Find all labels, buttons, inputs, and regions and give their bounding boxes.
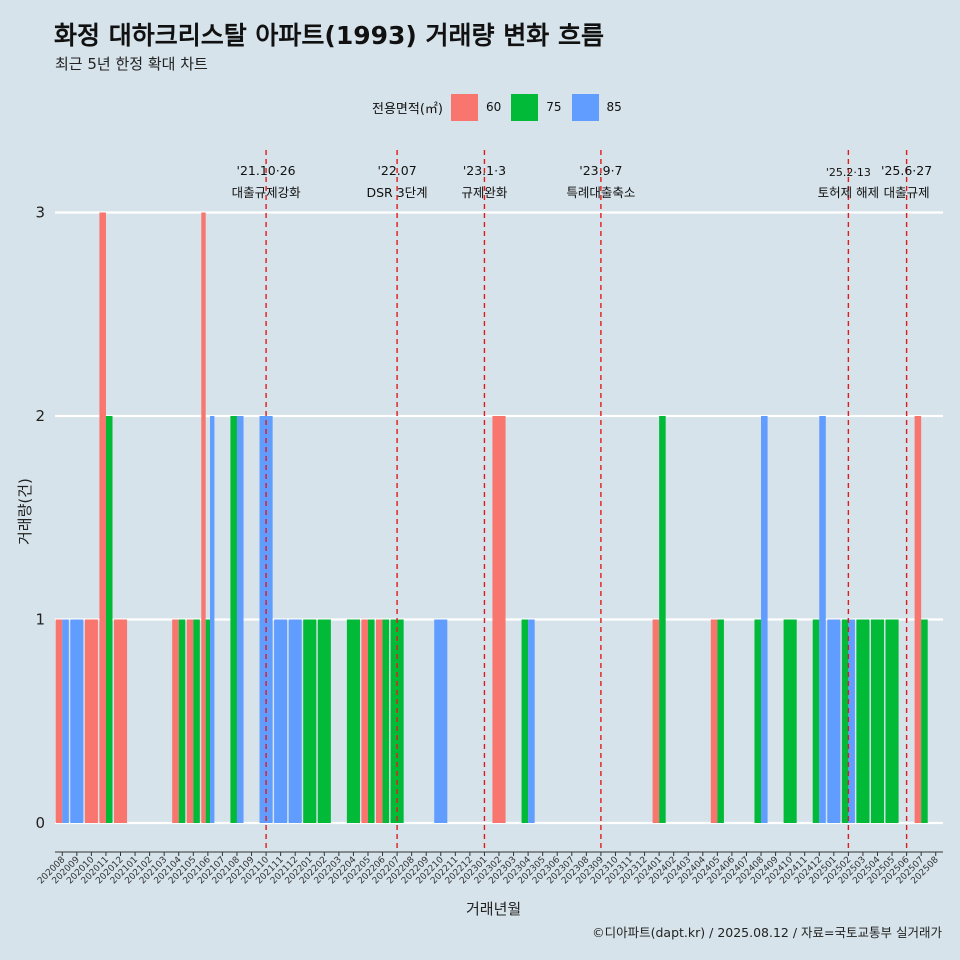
chart-title: 화정 대하크리스탈 아파트(1993) 거래량 변화 흐름 [54, 21, 604, 50]
legend-swatch-75 [511, 93, 539, 121]
bar-202505-75 [885, 619, 899, 823]
event-label-1: DSR 3단계 [367, 185, 428, 200]
bar-202501-85 [827, 619, 841, 823]
bar-202410-75 [783, 619, 797, 823]
event-date-3: '23.9·7 [579, 163, 622, 178]
legend-label-60: 60 [485, 100, 502, 114]
bar-202106-85 [210, 416, 215, 823]
x-axis-label: 거래년월 [466, 900, 522, 918]
bar-202012-60 [113, 619, 128, 823]
bar-202205-60 [361, 619, 368, 823]
bar-202105-60 [186, 619, 194, 823]
bar-202010-60 [84, 619, 98, 823]
event-date-0: '21.10·26 [237, 163, 296, 178]
bar-202502-75 [841, 619, 849, 823]
bar-202206-60 [375, 619, 383, 823]
y-tick-label: 0 [35, 814, 45, 832]
bar-202008-85 [62, 619, 69, 823]
event-label-3: 특례대출축소 [566, 185, 635, 200]
y-tick-label: 2 [35, 407, 45, 425]
bar-202108-85 [236, 416, 244, 823]
bar-202304-75 [521, 619, 529, 823]
bar-202412-75 [812, 619, 820, 823]
chart-subtitle: 최근 5년 한정 확대 차트 [55, 55, 208, 73]
legend-item-75: 75 [511, 93, 562, 121]
bar-202502-85 [848, 619, 855, 823]
legend-item-60: 60 [450, 93, 502, 121]
y-axis-label: 거래량(건) [16, 478, 34, 545]
bar-202112-85 [288, 619, 302, 823]
event-date-4: '25.2·13 [826, 166, 871, 179]
legend-label-85: 85 [606, 100, 622, 114]
bar-202105-75 [193, 619, 200, 823]
bar-202408-85 [761, 416, 768, 823]
bar-202405-60 [710, 619, 718, 823]
bar-202201-75 [303, 619, 317, 823]
bar-202304-85 [528, 619, 535, 823]
legend-item-85: 85 [571, 93, 622, 121]
event-label-5: 대출규제 [884, 185, 930, 200]
y-tick-label: 3 [35, 204, 45, 222]
bar-202011-60 [99, 212, 106, 823]
event-date-5: '25.6·27 [881, 163, 932, 178]
bar-202204-75 [346, 619, 360, 823]
caption: ©디아파트(dapt.kr) / 2025.08.12 / 자료=국토교통부 실… [592, 925, 942, 940]
bar-202108-75 [230, 416, 237, 823]
bar-202008-60 [55, 619, 63, 823]
bar-202405-75 [717, 619, 724, 823]
y-tick-label: 1 [35, 611, 45, 629]
bar-202111-85 [274, 619, 288, 823]
bar-202408-75 [754, 619, 762, 823]
bar-202503-75 [856, 619, 870, 823]
event-date-2: '23.1·3 [463, 163, 506, 178]
event-label-2: 규제완화 [461, 185, 508, 200]
bar-202106-60 [201, 212, 206, 823]
bar-202507-75 [921, 619, 928, 823]
bar-202302-60 [492, 416, 506, 823]
legend-title: 전용면적(㎡) [372, 101, 443, 117]
bar-202202-75 [317, 619, 331, 823]
bar-202206-75 [382, 619, 390, 823]
bar-202009-85 [70, 619, 84, 823]
bar-202205-75 [367, 619, 375, 823]
bar-202507-60 [914, 416, 922, 823]
bar-202412-85 [819, 416, 826, 823]
bar-202401-75 [659, 416, 666, 823]
event-label-0: 대출규제강화 [232, 185, 302, 200]
bar-202104-60 [172, 619, 179, 823]
legend-swatch-60 [450, 93, 478, 121]
bar-202210-85 [434, 619, 448, 823]
legend: 전용면적(㎡) 60 75 85 [372, 93, 632, 121]
event-label-4: 토허제 해제 [818, 185, 879, 200]
legend-label-75: 75 [546, 100, 562, 114]
bar-202104-75 [178, 619, 186, 823]
bar-202504-75 [870, 619, 885, 823]
bar-202401-60 [652, 619, 660, 823]
bar-202011-75 [105, 416, 113, 823]
event-date-1: '22.07 [377, 163, 416, 178]
legend-swatch-85 [571, 93, 599, 121]
bar-202106-75 [205, 619, 211, 823]
